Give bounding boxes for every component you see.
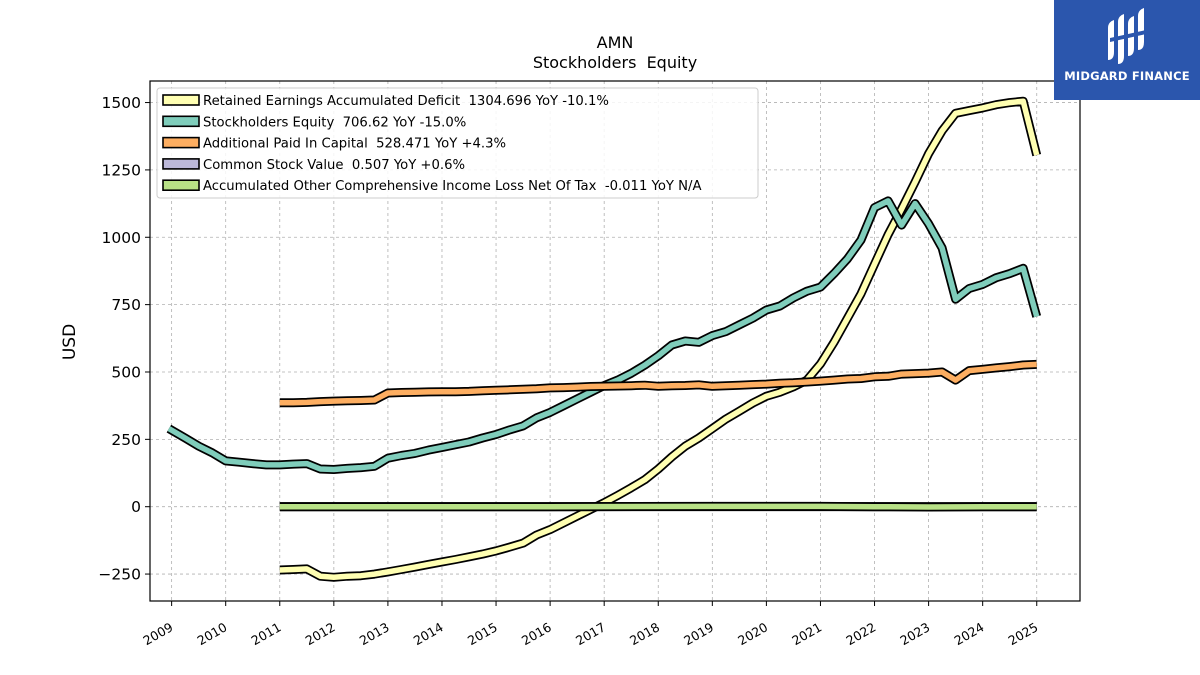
y-tick-label: 750 (111, 296, 141, 314)
x-tick-label: 2013 (357, 619, 392, 648)
legend-swatch (162, 94, 200, 106)
chart-subtitle: Stockholders Equity (533, 53, 697, 72)
series-line (167, 198, 1040, 473)
y-tick-label: −250 (98, 566, 141, 584)
x-tick-label: 2015 (465, 619, 500, 648)
legend-label: Stockholders Equity 706.62 YoY -15.0% (203, 115, 466, 130)
series-outline (166, 196, 1042, 474)
x-tick-label: 2019 (681, 619, 716, 648)
x-tick-label: 2010 (194, 619, 229, 648)
midgard-finance-logo: MIDGARD FINANCE (1054, 0, 1200, 100)
x-tick-label: 2009 (140, 619, 175, 648)
legend-label: Common Stock Value 0.507 YoY +0.6% (203, 158, 465, 173)
midgard-logo-icon (1108, 8, 1146, 64)
x-tick-label: 2017 (573, 619, 608, 648)
series-additional-paid-in-capital (279, 359, 1037, 408)
x-tick-label: 2024 (951, 619, 986, 648)
x-tick-label: 2020 (735, 619, 770, 648)
series-layer (166, 96, 1042, 582)
series-line (279, 98, 1040, 581)
chart-title: AMN (597, 33, 634, 52)
x-tick-label: 2022 (843, 619, 878, 648)
x-tick-label: 2025 (1006, 619, 1041, 648)
y-tick-label: 0 (131, 498, 141, 516)
y-tick-label: 1000 (102, 229, 141, 247)
x-tick-label: 2023 (897, 619, 932, 648)
x-axis: 2009 2010 2011 2012 2013 2014 2015 2016 2017 2018… (140, 601, 1041, 648)
logo-wordmark: MIDGARD FINANCE (1064, 69, 1190, 83)
legend-swatch (162, 115, 200, 128)
x-tick-label: 2021 (789, 619, 824, 648)
legend-label: Accumulated Other Comprehensive Income L… (203, 179, 701, 194)
legend-box (156, 87, 759, 199)
legend-swatch (162, 158, 200, 170)
x-tick-label: 2014 (411, 619, 446, 648)
series-stockholders-equity (166, 196, 1042, 474)
y-axis-label: USD (60, 324, 80, 360)
y-tick-label: 500 (111, 363, 141, 381)
legend-swatch (162, 179, 200, 191)
x-tick-label: 2016 (519, 619, 554, 648)
series-line (279, 361, 1037, 406)
legend-swatch (162, 136, 200, 149)
x-tick-label: 2012 (303, 619, 338, 648)
y-tick-label: 1500 (102, 94, 141, 112)
series-line (279, 503, 1037, 510)
y-axis: −250 0 250 500 750 1000 1250 1500 (98, 94, 150, 584)
series-retained-earnings-accumulated-deficit (279, 96, 1042, 582)
y-tick-label: 250 (111, 431, 141, 449)
legend: Retained Earnings Accumulated Deficit 13… (156, 87, 759, 199)
plot-area-frame (149, 80, 1081, 602)
y-tick-label: 1250 (102, 161, 141, 179)
legend-label: Retained Earnings Accumulated Deficit 13… (203, 94, 609, 109)
x-tick-label: 2011 (249, 619, 284, 648)
series-accumulated-other-comprehensive-income-loss-net-of-tax (279, 501, 1037, 512)
legend-label: Additional Paid In Capital 528.471 YoY +… (203, 137, 506, 152)
x-tick-label: 2018 (627, 619, 662, 648)
